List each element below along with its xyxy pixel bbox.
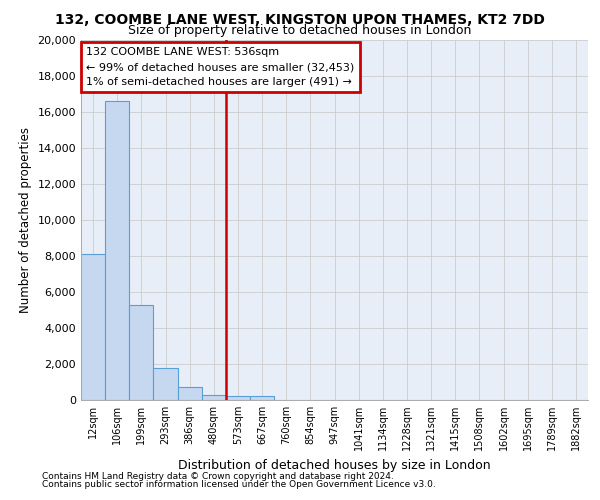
Text: Size of property relative to detached houses in London: Size of property relative to detached ho… bbox=[128, 24, 472, 37]
Bar bbox=[129, 304, 154, 400]
Text: 132, COOMBE LANE WEST, KINGSTON UPON THAMES, KT2 7DD: 132, COOMBE LANE WEST, KINGSTON UPON THA… bbox=[55, 12, 545, 26]
Bar bbox=[226, 396, 250, 400]
Text: 132 COOMBE LANE WEST: 536sqm
← 99% of detached houses are smaller (32,453)
1% of: 132 COOMBE LANE WEST: 536sqm ← 99% of de… bbox=[86, 47, 355, 87]
Bar bbox=[202, 394, 226, 400]
Bar bbox=[178, 386, 202, 400]
Bar bbox=[250, 396, 274, 400]
Bar bbox=[105, 101, 129, 400]
Bar bbox=[81, 254, 105, 400]
Bar bbox=[154, 368, 178, 400]
Text: Contains public sector information licensed under the Open Government Licence v3: Contains public sector information licen… bbox=[42, 480, 436, 489]
Text: Contains HM Land Registry data © Crown copyright and database right 2024.: Contains HM Land Registry data © Crown c… bbox=[42, 472, 394, 481]
Y-axis label: Number of detached properties: Number of detached properties bbox=[19, 127, 32, 313]
X-axis label: Distribution of detached houses by size in London: Distribution of detached houses by size … bbox=[178, 458, 491, 471]
